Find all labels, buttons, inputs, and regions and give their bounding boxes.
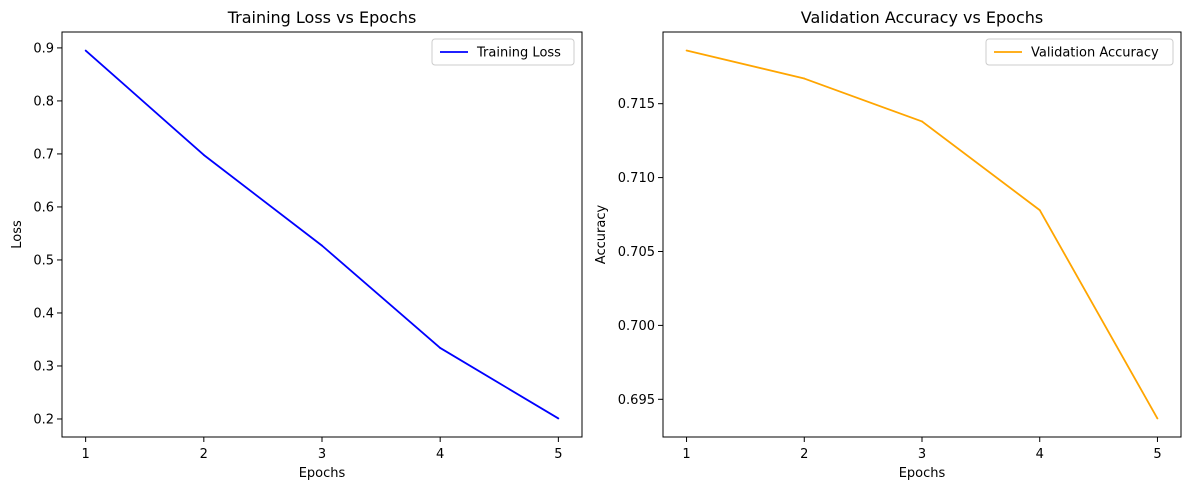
x-tick-label: 4: [1036, 447, 1044, 462]
legend-box: [985, 38, 1174, 66]
legend-label: Training Loss: [476, 46, 561, 61]
y-tick-label: 0.3: [33, 359, 54, 374]
chart-title: Validation Accuracy vs Epochs: [801, 8, 1043, 27]
x-axis-label: Epochs: [299, 466, 346, 481]
data-point: [1038, 209, 1041, 212]
y-axis-label: Loss: [10, 220, 25, 249]
y-tick-label: 0.700: [618, 319, 655, 334]
x-axis-label: Epochs: [899, 466, 946, 481]
y-axis-label: Accuracy: [594, 205, 609, 265]
series-line: [85, 49, 559, 420]
data-point: [803, 77, 806, 80]
data-point: [321, 244, 323, 247]
y-tick-label: 0.705: [618, 245, 655, 260]
chart-1: Training Loss vs Epochs 1 2 3 4 5 0.2 0.3 0.4 0.5…: [10, 8, 583, 481]
data-point: [439, 347, 442, 349]
y-tick-label: 0.4: [33, 306, 54, 321]
x-tick-label: 1: [81, 447, 89, 462]
x-tick-label: 3: [918, 447, 926, 462]
series-line: [686, 49, 1159, 419]
y-tick-label: 0.5: [33, 253, 54, 268]
x-tick-label: 4: [436, 447, 444, 462]
data-point: [557, 417, 560, 420]
plot-frame: [61, 31, 583, 438]
y-tick-label: 0.8: [33, 94, 54, 109]
y-tick-label: 0.7: [33, 147, 54, 162]
y-tick-label: 0.6: [33, 200, 54, 215]
chart-2: Validation Accuracy vs Epochs 1 2 3 4 5 0.695 0…: [594, 8, 1182, 481]
data-point: [84, 49, 87, 52]
legend: Training Loss: [431, 38, 575, 66]
data-point: [685, 49, 688, 52]
x-tick-label: 2: [800, 447, 808, 462]
x-tick-label: 5: [1153, 447, 1161, 462]
y-tick-label: 0.2: [33, 412, 54, 427]
legend-box: [431, 38, 575, 66]
x-tick-label: 3: [318, 447, 326, 462]
legend: Validation Accuracy: [985, 38, 1174, 66]
legend-label: Validation Accuracy: [1031, 46, 1159, 61]
y-tick-label: 0.9: [33, 41, 54, 56]
x-tick-label: 1: [682, 447, 690, 462]
y-tick-label: 0.695: [618, 393, 655, 408]
data-point: [202, 154, 205, 156]
plot-frame: [662, 31, 1182, 438]
x-tick-label: 5: [554, 447, 562, 462]
data-point: [1156, 417, 1159, 420]
y-tick-label: 0.715: [618, 97, 655, 112]
chart-title: Training Loss vs Epochs: [227, 8, 417, 27]
data-point: [921, 120, 923, 123]
x-tick-label: 2: [200, 447, 208, 462]
y-tick-label: 0.710: [618, 171, 655, 186]
